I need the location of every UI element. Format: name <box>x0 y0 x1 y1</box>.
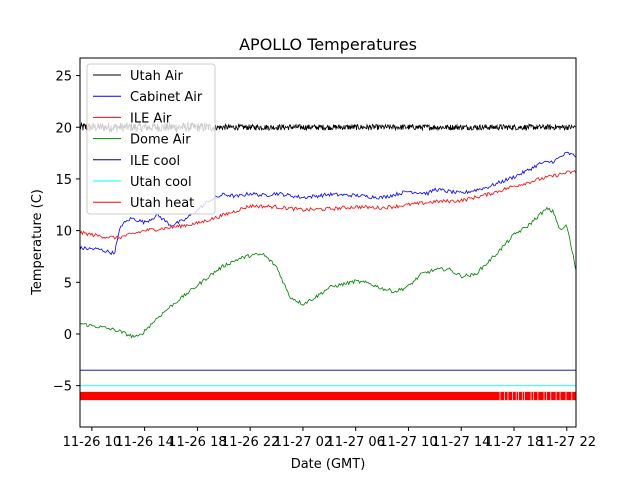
axes-frame <box>79 57 577 428</box>
y-axis: −5 0 5 10 15 20 25 <box>53 70 80 395</box>
legend-label: Dome Air <box>130 133 191 148</box>
x-tick-label: 11-26 10 <box>63 435 121 450</box>
legend-label: Utah cool <box>130 175 192 190</box>
series-line <box>80 151 576 256</box>
x-tick-label: 11-27 10 <box>379 435 437 450</box>
legend-box <box>86 63 216 215</box>
series-ile-air <box>80 170 576 240</box>
x-tick-label: 11-27 22 <box>538 435 596 450</box>
x-tick-label: 11-26 18 <box>168 435 226 450</box>
series-dome-air <box>80 206 576 339</box>
legend-label: Utah Air <box>130 69 183 84</box>
legend-label: ILE cool <box>130 154 180 169</box>
x-tick-label: 11-26 22 <box>221 435 279 450</box>
utah-heat-band <box>80 391 576 401</box>
x-axis-label: Date (GMT) <box>291 457 366 472</box>
series-cabinet-air <box>80 151 576 256</box>
series-line <box>80 170 576 240</box>
y-tick-label: 25 <box>55 70 72 85</box>
plot-area <box>80 122 576 401</box>
legend-label: Utah heat <box>130 196 194 211</box>
y-tick-label: 5 <box>64 276 72 291</box>
y-tick-label: 0 <box>64 328 72 343</box>
legend: Utah Air Cabinet Air ILE Air Dome Air ILE co… <box>86 63 216 215</box>
legend-label: Cabinet Air <box>130 90 203 105</box>
y-axis-label: Temperature (C) <box>30 189 45 296</box>
x-tick-label: 11-27 18 <box>485 435 543 450</box>
series-line <box>80 206 576 339</box>
y-tick-label: 10 <box>55 225 72 240</box>
x-tick-label: 11-27 02 <box>274 435 332 450</box>
x-tick-label: 11-27 14 <box>432 435 490 450</box>
x-tick-label: 11-26 14 <box>115 435 173 450</box>
legend-label: ILE Air <box>130 111 172 126</box>
y-tick-label: 20 <box>55 121 72 136</box>
chart-title: APOLLO Temperatures <box>239 35 417 54</box>
y-tick-label: −5 <box>53 380 72 395</box>
x-tick-label: 11-27 06 <box>326 435 384 450</box>
y-tick-label: 15 <box>55 173 72 188</box>
series-utah-heat <box>80 391 576 401</box>
